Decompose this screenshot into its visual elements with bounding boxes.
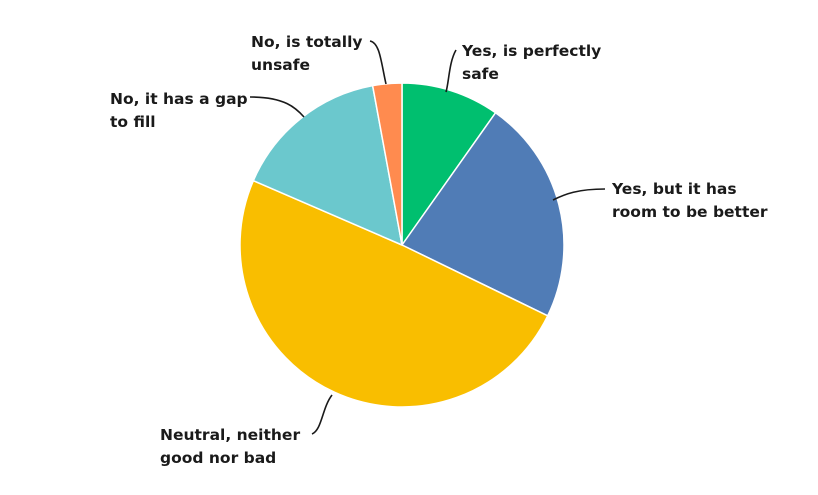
slice-label-line: Yes, is perfectly bbox=[461, 42, 601, 60]
leader-line bbox=[369, 40, 387, 85]
leader-line bbox=[311, 394, 333, 435]
slice-label: Yes, is perfectly safe bbox=[461, 42, 601, 83]
slice-label: No, it has a gap to fill bbox=[110, 90, 248, 131]
leader-line bbox=[552, 188, 606, 201]
slice-label-line: to fill bbox=[110, 113, 156, 131]
leader-lines bbox=[249, 40, 606, 435]
slice-label-line: Neutral, neither bbox=[160, 426, 300, 444]
pie-slices bbox=[239, 82, 565, 408]
slice-label-line: unsafe bbox=[251, 56, 310, 74]
pie-slice bbox=[239, 179, 549, 408]
pie-slice bbox=[400, 111, 565, 317]
slice-label: No, is totally unsafe bbox=[251, 33, 363, 74]
slice-label-line: good nor bad bbox=[160, 449, 276, 467]
pie-slice bbox=[401, 82, 497, 248]
slice-label-line: safe bbox=[462, 65, 499, 83]
slice-label-line: room to be better bbox=[612, 203, 768, 221]
slice-label-line: Yes, but it has bbox=[611, 180, 737, 198]
slice-label-line: No, it has a gap bbox=[110, 90, 248, 108]
slice-label-line: No, is totally bbox=[251, 33, 363, 51]
leader-line bbox=[445, 49, 457, 93]
pie-slice bbox=[252, 84, 403, 247]
pie-slice bbox=[371, 82, 403, 246]
leader-line bbox=[249, 96, 305, 118]
slice-label: Yes, but it has room to be better bbox=[611, 180, 768, 221]
slice-labels: Yes, is perfectly safe Yes, but it has room… bbox=[110, 33, 768, 467]
slice-label: Neutral, neither good nor bad bbox=[160, 426, 300, 467]
